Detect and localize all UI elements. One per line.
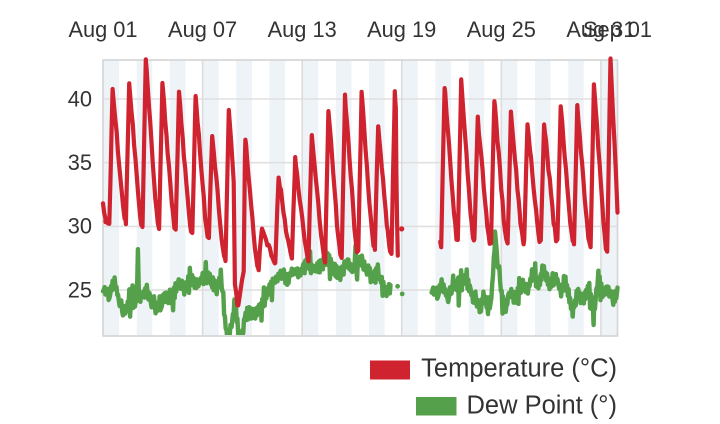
svg-text:25: 25 bbox=[68, 277, 92, 302]
svg-text:Aug 01: Aug 01 bbox=[68, 17, 137, 42]
svg-text:Aug 13: Aug 13 bbox=[268, 17, 337, 42]
svg-text:Aug 31: Aug 31 bbox=[566, 17, 635, 42]
svg-text:Temperature (°C): Temperature (°C) bbox=[421, 355, 617, 383]
svg-text:Sep 01: Sep 01 bbox=[583, 17, 652, 42]
svg-text:Dew Point (°): Dew Point (°) bbox=[467, 392, 618, 420]
svg-text:30: 30 bbox=[68, 214, 92, 239]
svg-text:Aug 19: Aug 19 bbox=[367, 17, 436, 42]
svg-text:35: 35 bbox=[68, 150, 92, 175]
svg-text:Aug 07: Aug 07 bbox=[168, 17, 237, 42]
svg-text:Aug 25: Aug 25 bbox=[467, 17, 536, 42]
svg-text:40: 40 bbox=[68, 86, 92, 111]
